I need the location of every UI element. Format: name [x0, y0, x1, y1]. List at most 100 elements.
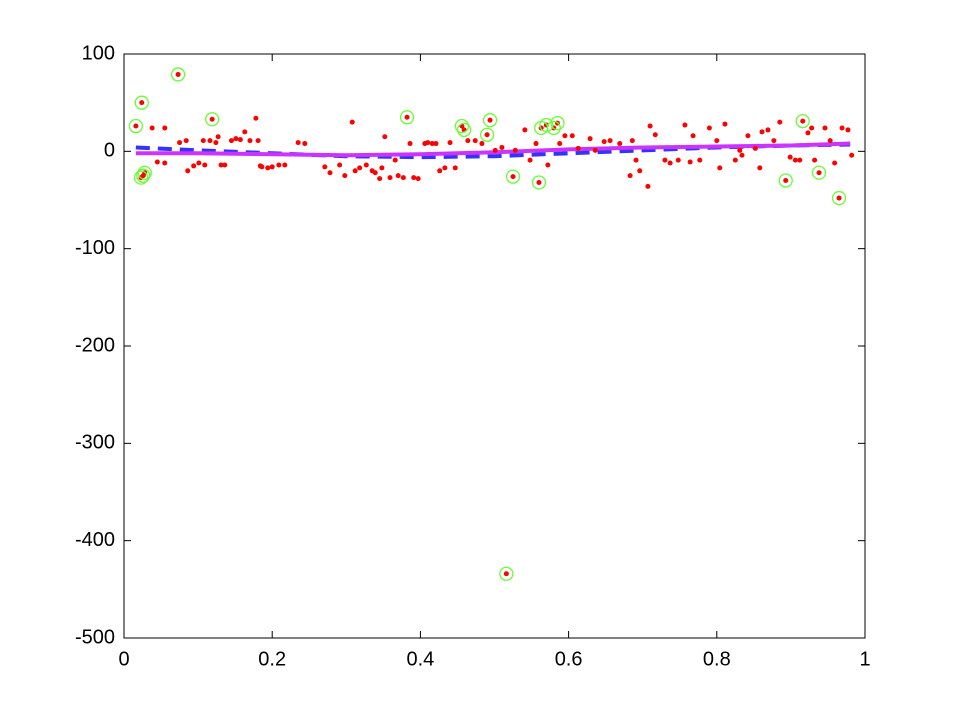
- point: [836, 195, 842, 201]
- point: [276, 162, 282, 168]
- outlier-circle: [831, 190, 847, 206]
- point: [759, 129, 765, 135]
- point: [687, 159, 693, 165]
- outlier-circle: [170, 67, 186, 82]
- point: [363, 162, 369, 168]
- point: [337, 162, 343, 168]
- point: [662, 157, 668, 163]
- y-tick-label: -100: [75, 237, 115, 259]
- point: [617, 141, 623, 147]
- point: [645, 183, 651, 189]
- x-tick-label: 0: [118, 648, 129, 670]
- point: [265, 165, 271, 171]
- point: [196, 160, 202, 166]
- point: [839, 125, 845, 131]
- point: [228, 138, 234, 144]
- point: [792, 157, 798, 163]
- point: [800, 118, 806, 124]
- point: [177, 140, 183, 146]
- outlier-circle: [399, 110, 415, 125]
- x-tick-label: 0.4: [406, 648, 434, 670]
- point: [667, 160, 673, 166]
- point: [627, 173, 633, 179]
- point: [569, 133, 575, 139]
- point: [433, 141, 439, 147]
- point: [717, 165, 723, 171]
- point: [429, 141, 435, 147]
- outlier-circle: [128, 118, 144, 134]
- point: [452, 165, 458, 171]
- point: [133, 123, 139, 129]
- point: [282, 162, 288, 168]
- point: [499, 144, 505, 150]
- point: [557, 141, 563, 147]
- outlier-circle: [136, 168, 151, 183]
- point: [139, 100, 145, 106]
- point: [237, 137, 243, 143]
- point: [771, 138, 777, 144]
- plot-frame: [123, 53, 866, 639]
- point: [522, 127, 528, 133]
- point: [411, 175, 417, 181]
- point: [162, 160, 168, 166]
- outlier-circle: [205, 112, 220, 127]
- point: [822, 125, 828, 131]
- point: [395, 173, 401, 179]
- point: [200, 138, 206, 144]
- point: [415, 176, 421, 182]
- point: [797, 157, 803, 163]
- point: [757, 165, 763, 171]
- point: [327, 170, 333, 176]
- outlier-circle: [546, 120, 561, 136]
- point: [302, 141, 308, 147]
- point: [202, 162, 208, 168]
- point: [722, 121, 728, 127]
- point: [377, 176, 383, 182]
- point: [510, 174, 516, 180]
- point: [587, 136, 593, 142]
- point: [425, 140, 431, 146]
- point: [149, 125, 155, 131]
- point: [697, 157, 703, 163]
- point: [387, 175, 393, 181]
- point: [372, 170, 378, 176]
- point: [832, 160, 838, 166]
- point: [295, 140, 301, 146]
- x-tick-label: 1: [859, 648, 870, 670]
- y-tick-label: -200: [75, 334, 115, 356]
- point: [218, 162, 224, 168]
- point: [382, 134, 388, 140]
- outlier-circle: [778, 173, 793, 188]
- point: [400, 175, 406, 181]
- point: [805, 130, 811, 136]
- point: [492, 147, 498, 153]
- point: [575, 145, 581, 151]
- point: [592, 147, 598, 153]
- y-tick-label: -500: [75, 626, 115, 648]
- point: [652, 132, 658, 138]
- point: [253, 115, 259, 121]
- point: [533, 141, 539, 147]
- outlier-circle: [499, 566, 514, 581]
- point: [690, 133, 696, 139]
- point: [175, 71, 181, 77]
- point: [447, 140, 453, 146]
- point: [247, 138, 253, 144]
- point: [269, 164, 275, 170]
- outlier-circle: [456, 122, 472, 138]
- point: [209, 116, 215, 122]
- point: [827, 138, 833, 144]
- point: [745, 133, 751, 139]
- x-tick-label: 0.6: [555, 648, 583, 670]
- outlier-circle: [795, 114, 810, 129]
- point: [213, 140, 219, 146]
- point: [379, 165, 385, 171]
- y-tick-label: 0: [104, 140, 115, 162]
- point: [732, 157, 738, 163]
- point: [739, 152, 745, 158]
- outlier-circle: [137, 165, 152, 180]
- point: [349, 119, 355, 125]
- point: [637, 168, 643, 174]
- point: [849, 152, 855, 158]
